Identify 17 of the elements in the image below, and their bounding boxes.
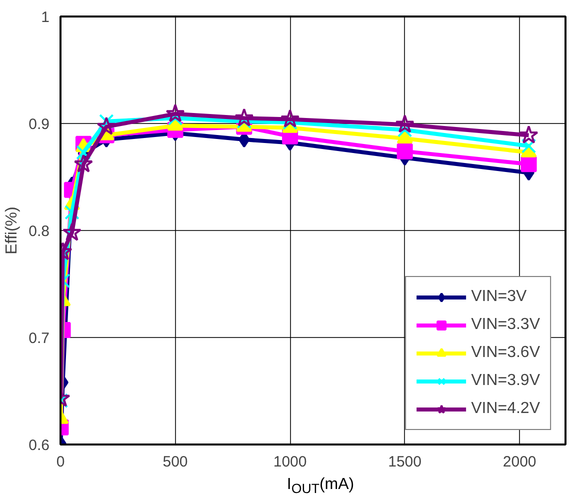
y-tick-label: 0.6	[28, 437, 50, 454]
legend-label: VIN=3.3V	[471, 316, 540, 334]
y-tick-label: 1	[41, 9, 50, 26]
y-axis-title: Effi(%)	[4, 206, 21, 254]
x-tick-label: 1000	[273, 454, 307, 470]
legend-label: VIN=3.9V	[471, 372, 540, 390]
y-tick-label: 0.9	[28, 116, 50, 133]
legend-label: VIN=3V	[471, 288, 527, 306]
x-axis-title: I$_{OUT}$(mA)	[286, 475, 354, 498]
legend-label: VIN=3.6V	[471, 344, 540, 362]
x-tick-label: 1500	[388, 454, 422, 470]
x-tick-label: 0	[56, 454, 65, 470]
x-tick-label: 2000	[502, 454, 536, 470]
y-tick-label: 0.7	[28, 330, 50, 347]
y-tick-label: 0.8	[28, 223, 50, 240]
legend-label: VIN=4.2V	[471, 400, 540, 418]
x-tick-label: 500	[162, 454, 188, 470]
